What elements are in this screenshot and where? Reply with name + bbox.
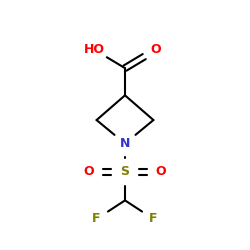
Text: HO: HO (84, 43, 104, 56)
Text: N: N (120, 137, 130, 150)
Text: S: S (120, 166, 130, 178)
Text: O: O (156, 166, 166, 178)
Text: O: O (84, 166, 94, 178)
Text: O: O (150, 43, 161, 56)
Text: F: F (149, 212, 158, 226)
Text: F: F (92, 212, 101, 226)
